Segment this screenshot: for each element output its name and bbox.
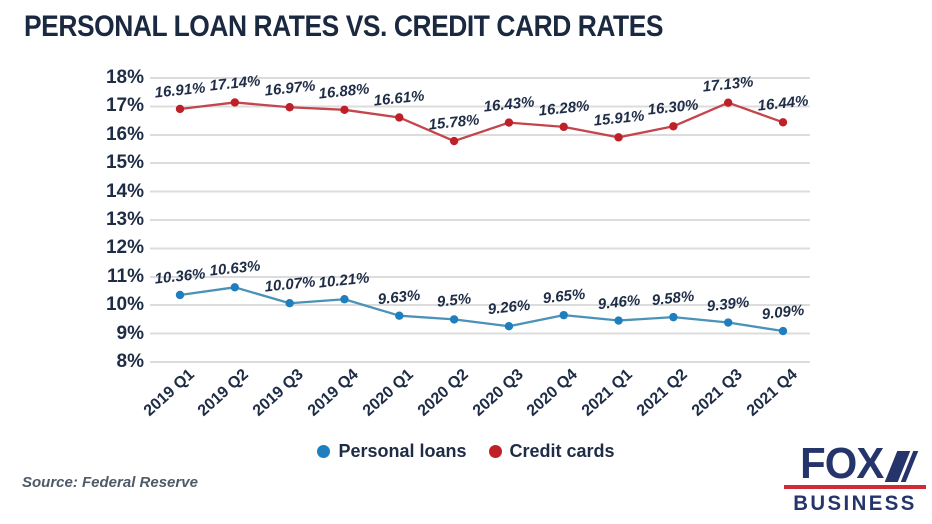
point-personal-loans-2021-q3 [724,318,733,327]
y-tick-label-15: 15% [105,152,144,174]
point-personal-loans-2020-q1 [395,311,404,320]
legend-item-personal-loans: Personal loans [317,441,467,462]
line-personal-loans [178,286,785,333]
point-credit-cards-2019-q1 [175,104,185,114]
point-personal-loans-2021-q4 [778,326,788,336]
point-credit-cards-2019-q2 [230,98,240,107]
point-credit-cards-2021-q1 [614,133,623,142]
fox-business-logo: FOX BUSINESS [784,438,926,516]
point-personal-loans-2019-q1 [175,290,185,300]
y-tick-label-11: 11% [107,265,144,287]
y-tick-label-17: 17% [105,95,144,117]
y-tick-label-9: 9% [116,322,144,344]
legend-dot-personal-loans-icon [317,445,331,458]
point-personal-loans-2019-q4 [340,295,349,304]
y-tick-label-14: 14% [105,180,144,202]
point-personal-loans-2020-q4 [559,310,568,320]
legend-label-personal-loans: Personal loans [338,441,467,461]
fox-searchlight-icon [884,451,918,482]
point-credit-cards-2021-q2 [669,122,678,131]
point-personal-loans-2020-q3 [504,322,514,331]
y-tick-label-12: 12% [105,237,144,259]
point-personal-loans-2020-q2 [449,315,459,324]
point-credit-cards-2020-q4 [559,122,568,132]
fox-logo-red-underline [784,485,926,489]
y-tick-label-13: 13% [105,209,144,230]
source-note: Source: Federal Reserve [22,474,198,491]
y-tick-label-16: 16% [105,123,144,145]
point-personal-loans-2021-q1 [614,316,623,325]
fox-business-text: BUSINESS [793,492,917,515]
y-tick-label-8: 8% [116,351,144,372]
fox-logo-text: FOX [800,438,884,488]
chart-title: PERSONAL LOAN RATES VS. CREDIT CARD RATE… [24,10,664,43]
point-personal-loans-2019-q2 [230,283,240,292]
fox-logo-top: FOX [784,438,926,488]
legend-item-credit-cards: Credit cards [488,441,615,462]
legend: Personal loans Credit cards [0,441,932,462]
line-credit-cards [178,101,785,143]
y-tick-label-10: 10% [105,294,144,316]
legend-dot-credit-cards-icon [488,445,502,458]
point-credit-cards-2021-q4 [778,118,788,127]
point-credit-cards-2020-q1 [395,113,404,122]
point-credit-cards-2020-q3 [504,118,514,127]
point-credit-cards-2020-q2 [449,136,459,146]
point-credit-cards-2019-q3 [285,103,294,112]
legend-label-credit-cards: Credit cards [509,441,615,461]
point-credit-cards-2019-q4 [340,105,349,115]
point-personal-loans-2021-q2 [669,312,678,322]
point-personal-loans-2019-q3 [285,299,294,308]
point-credit-cards-2021-q3 [724,98,733,107]
y-tick-label-18: 18% [105,67,144,88]
